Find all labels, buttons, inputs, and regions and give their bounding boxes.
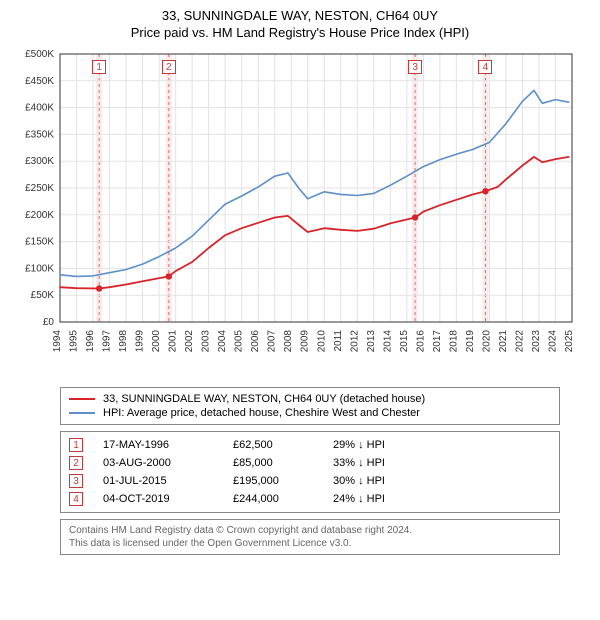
- transaction-vs-hpi: 30% ↓ HPI: [333, 475, 453, 487]
- transaction-vs-hpi: 29% ↓ HPI: [333, 439, 453, 451]
- svg-text:£400K: £400K: [25, 103, 54, 114]
- svg-text:2001: 2001: [168, 330, 179, 353]
- transaction-marker: 4: [69, 492, 83, 506]
- svg-text:1999: 1999: [135, 330, 146, 353]
- chart-page: 33, SUNNINGDALE WAY, NESTON, CH64 0UY Pr…: [0, 0, 600, 565]
- transaction-marker: 2: [162, 60, 176, 74]
- svg-text:2005: 2005: [234, 330, 245, 353]
- footer-attribution: Contains HM Land Registry data © Crown c…: [60, 519, 560, 555]
- svg-text:2014: 2014: [382, 330, 393, 353]
- svg-text:2012: 2012: [349, 330, 360, 353]
- titles: 33, SUNNINGDALE WAY, NESTON, CH64 0UY Pr…: [10, 8, 590, 40]
- transactions-table: 1 17-MAY-1996£62,50029% ↓ HPI 2 03-AUG-2000…: [60, 431, 560, 513]
- svg-text:£300K: £300K: [25, 156, 54, 167]
- transaction-row: 2 03-AUG-2000£85,00033% ↓ HPI: [69, 454, 551, 472]
- transaction-vs-hpi: 33% ↓ HPI: [333, 457, 453, 469]
- legend-item: HPI: Average price, detached house, Ches…: [69, 406, 551, 420]
- svg-text:2002: 2002: [184, 330, 195, 353]
- svg-text:2000: 2000: [151, 330, 162, 353]
- transaction-marker: 3: [69, 474, 83, 488]
- svg-text:1995: 1995: [69, 330, 80, 353]
- svg-text:2007: 2007: [267, 330, 278, 353]
- svg-text:£500K: £500K: [25, 49, 54, 60]
- transaction-vs-hpi: 24% ↓ HPI: [333, 493, 453, 505]
- svg-text:£0: £0: [43, 317, 55, 328]
- svg-text:1998: 1998: [118, 330, 129, 353]
- svg-text:2025: 2025: [564, 330, 575, 353]
- svg-text:£250K: £250K: [25, 183, 54, 194]
- svg-text:1996: 1996: [85, 330, 96, 353]
- chart-holder: £0 £50K £100K £150K £200K £250K £300K £350K £400…: [10, 46, 590, 381]
- svg-text:£450K: £450K: [25, 76, 54, 87]
- svg-text:2019: 2019: [465, 330, 476, 353]
- svg-text:2004: 2004: [217, 330, 228, 353]
- footer-line2: This data is licensed under the Open Gov…: [69, 537, 551, 550]
- transaction-row: 3 01-JUL-2015£195,00030% ↓ HPI: [69, 472, 551, 490]
- transaction-row: 4 04-OCT-2019£244,00024% ↓ HPI: [69, 490, 551, 508]
- transaction-marker: 4: [478, 60, 492, 74]
- svg-text:2009: 2009: [300, 330, 311, 353]
- svg-text:2023: 2023: [531, 330, 542, 353]
- svg-text:2022: 2022: [514, 330, 525, 353]
- svg-text:£100K: £100K: [25, 263, 54, 274]
- svg-text:2011: 2011: [333, 330, 344, 352]
- transaction-marker: 2: [69, 456, 83, 470]
- legend: 33, SUNNINGDALE WAY, NESTON, CH64 0UY (d…: [60, 387, 560, 425]
- transaction-date: 01-JUL-2015: [103, 475, 233, 487]
- svg-text:1994: 1994: [52, 330, 63, 353]
- svg-text:2024: 2024: [547, 330, 558, 353]
- transaction-date: 04-OCT-2019: [103, 493, 233, 505]
- transaction-marker: 3: [408, 60, 422, 74]
- transaction-date: 03-AUG-2000: [103, 457, 233, 469]
- title-address: 33, SUNNINGDALE WAY, NESTON, CH64 0UY: [10, 8, 590, 23]
- transaction-price: £62,500: [233, 439, 333, 451]
- svg-text:2018: 2018: [448, 330, 459, 353]
- legend-label: HPI: Average price, detached house, Ches…: [103, 407, 420, 419]
- transaction-date: 17-MAY-1996: [103, 439, 233, 451]
- transaction-marker: 1: [92, 60, 106, 74]
- svg-text:2016: 2016: [415, 330, 426, 353]
- svg-text:2021: 2021: [498, 330, 509, 353]
- legend-swatch: [69, 412, 95, 414]
- svg-text:2010: 2010: [316, 330, 327, 353]
- legend-swatch: [69, 398, 95, 400]
- svg-text:1997: 1997: [102, 330, 113, 353]
- transaction-row: 1 17-MAY-1996£62,50029% ↓ HPI: [69, 436, 551, 454]
- svg-text:2017: 2017: [432, 330, 443, 353]
- svg-text:2020: 2020: [481, 330, 492, 353]
- svg-text:2006: 2006: [250, 330, 261, 353]
- title-subtitle: Price paid vs. HM Land Registry's House …: [10, 25, 590, 40]
- svg-text:2013: 2013: [366, 330, 377, 353]
- legend-label: 33, SUNNINGDALE WAY, NESTON, CH64 0UY (d…: [103, 393, 425, 405]
- footer-line1: Contains HM Land Registry data © Crown c…: [69, 524, 551, 537]
- transaction-price: £244,000: [233, 493, 333, 505]
- line-chart: £0 £50K £100K £150K £200K £250K £300K £350K £400…: [10, 46, 590, 376]
- svg-text:2015: 2015: [399, 330, 410, 353]
- svg-text:2003: 2003: [201, 330, 212, 353]
- transaction-price: £195,000: [233, 475, 333, 487]
- svg-text:2008: 2008: [283, 330, 294, 353]
- svg-text:£200K: £200K: [25, 210, 54, 221]
- transaction-marker: 1: [69, 438, 83, 452]
- transaction-price: £85,000: [233, 457, 333, 469]
- legend-item: 33, SUNNINGDALE WAY, NESTON, CH64 0UY (d…: [69, 392, 551, 406]
- svg-text:£350K: £350K: [25, 129, 54, 140]
- svg-text:£150K: £150K: [25, 237, 54, 248]
- svg-text:£50K: £50K: [31, 290, 55, 301]
